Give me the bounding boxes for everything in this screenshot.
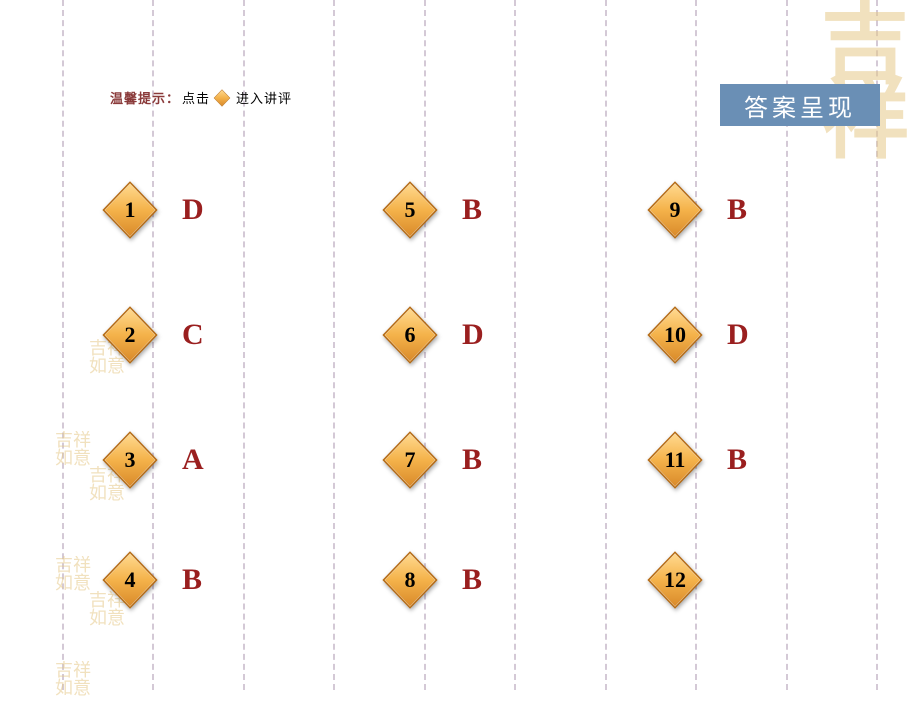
question-number: 7 (380, 430, 440, 490)
answer-item-4: 4B (100, 550, 210, 610)
question-number: 1 (100, 180, 160, 240)
answer-letter: B (462, 443, 490, 477)
question-diamond-button[interactable]: 10 (645, 305, 705, 365)
question-diamond-button[interactable]: 4 (100, 550, 160, 610)
answer-letter: A (182, 443, 210, 477)
hint-prefix: 温馨提示： (110, 88, 180, 107)
question-diamond-button[interactable]: 2 (100, 305, 160, 365)
answer-letter: B (462, 193, 490, 227)
answer-grid: 1D 2C 3A (100, 160, 860, 660)
question-diamond-button[interactable]: 8 (380, 550, 440, 610)
question-number: 2 (100, 305, 160, 365)
seal-stamp: 吉祥如意 (48, 430, 98, 486)
question-diamond-button[interactable]: 1 (100, 180, 160, 240)
hint-enter-text: 进入讲评 (236, 88, 292, 107)
answer-letter: B (727, 443, 755, 477)
question-number: 3 (100, 430, 160, 490)
answer-item-1: 1D (100, 180, 210, 240)
question-number: 8 (380, 550, 440, 610)
answer-item-8: 8B (380, 550, 490, 610)
question-number: 6 (380, 305, 440, 365)
title-banner: 答案呈现 (720, 84, 880, 126)
answer-item-11: 11 B (645, 430, 755, 490)
question-number: 12 (645, 550, 705, 610)
answer-item-3: 3A (100, 430, 210, 490)
question-number: 9 (645, 180, 705, 240)
answer-letter: D (727, 318, 755, 352)
answer-item-2: 2C (100, 305, 210, 365)
question-number: 11 (645, 430, 705, 490)
question-number: 10 (645, 305, 705, 365)
hint-click-text: 点击 (182, 88, 210, 107)
answer-item-9: 9B (645, 180, 755, 240)
answer-letter: D (462, 318, 490, 352)
question-diamond-button[interactable]: 3 (100, 430, 160, 490)
question-diamond-button[interactable]: 9 (645, 180, 705, 240)
answer-item-6: 6D (380, 305, 490, 365)
answer-item-10: 10 D (645, 305, 755, 365)
answer-letter: D (182, 193, 210, 227)
answer-letter: C (182, 318, 210, 352)
question-diamond-button[interactable]: 6 (380, 305, 440, 365)
answer-item-7: 7B (380, 430, 490, 490)
question-diamond-button[interactable]: 12 (645, 550, 705, 610)
question-number: 5 (380, 180, 440, 240)
seal-stamp: 吉祥如意 (48, 660, 98, 716)
question-diamond-button[interactable]: 11 (645, 430, 705, 490)
question-diamond-button[interactable]: 5 (380, 180, 440, 240)
answer-item-12: 12 (645, 550, 755, 610)
answer-letter: B (182, 563, 210, 597)
hint-bar: 温馨提示： 点击 进入讲评 (110, 88, 292, 107)
question-number: 4 (100, 550, 160, 610)
answer-letter: B (727, 193, 755, 227)
question-diamond-button[interactable]: 7 (380, 430, 440, 490)
diamond-icon (213, 89, 231, 107)
seal-stamp: 吉祥如意 (48, 555, 98, 611)
answer-letter: B (462, 563, 490, 597)
answer-item-5: 5B (380, 180, 490, 240)
